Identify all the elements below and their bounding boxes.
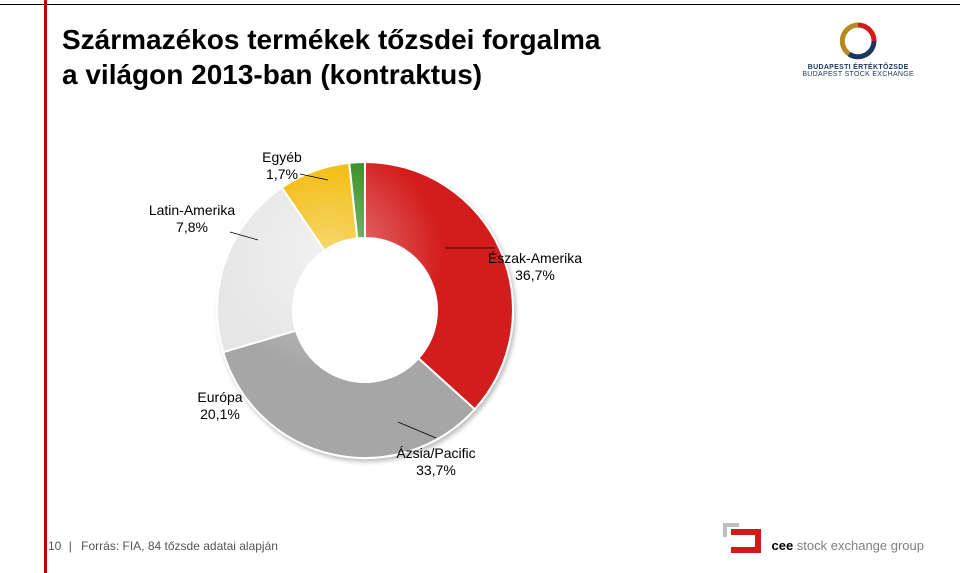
slice-value: 33,7%: [416, 462, 456, 478]
title-line-2: a világon 2013-ban (kontraktus): [62, 59, 482, 90]
slice-value: 36,7%: [515, 267, 555, 283]
page-number: 10: [48, 539, 61, 553]
bse-logo: BUDAPESTI ÉRTÉKTŐZSDE BUDAPEST STOCK EXC…: [802, 22, 914, 78]
cee-logo-bold: cee: [771, 538, 793, 553]
bse-logo-icon: [839, 22, 877, 60]
bse-logo-line2: BUDAPEST STOCK EXCHANGE: [802, 71, 914, 78]
slice-label: Egyéb: [262, 149, 302, 165]
cee-logo-text: cee stock exchange group: [771, 538, 924, 553]
slice-label: Latin-Amerika: [149, 202, 236, 218]
footer-separator: |: [69, 539, 72, 553]
bse-logo-line1: BUDAPESTI ÉRTÉKTŐZSDE: [802, 64, 914, 71]
title-line-1: Származékos termékek tőzsdei forgalma: [62, 24, 600, 55]
footer: 10 | Forrás: FIA, 84 tőzsde adatai alapj…: [48, 539, 278, 553]
slice-label: Ázsia/Pacific: [396, 445, 475, 461]
donut-chart: Észak-Amerika36,7%Ázsia/Pacific33,7%Euró…: [130, 120, 550, 480]
cee-logo: cee stock exchange group: [723, 523, 924, 553]
page-title: Származékos termékek tőzsdei forgalma a …: [62, 22, 600, 92]
top-rule: [0, 4, 960, 5]
slice-value: 7,8%: [176, 219, 208, 235]
left-rule: [44, 0, 47, 573]
cee-logo-rest: stock exchange group: [793, 538, 924, 553]
footer-source: Forrás: FIA, 84 tőzsde adatai alapján: [81, 539, 278, 553]
slice-label: Észak-Amerika: [488, 250, 582, 266]
cee-logo-icon: [723, 523, 761, 553]
slice-value: 1,7%: [266, 166, 298, 182]
slice-value: 20,1%: [200, 406, 240, 422]
slice-label: Európa: [197, 389, 242, 405]
